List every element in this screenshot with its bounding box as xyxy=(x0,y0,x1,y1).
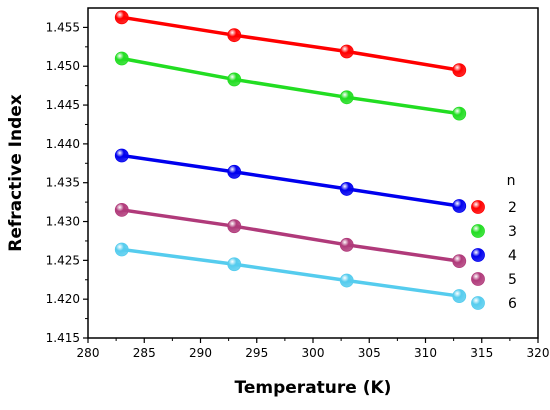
data-point xyxy=(339,90,354,105)
series-2 xyxy=(114,10,467,78)
x-tick-label: 295 xyxy=(245,346,268,360)
y-tick-label: 1.455 xyxy=(46,20,80,34)
legend-item-3: 3 xyxy=(471,224,517,240)
y-axis-title: Refractive Index xyxy=(6,94,26,252)
plot-frame xyxy=(87,7,539,339)
data-point xyxy=(452,63,467,78)
legend-marker xyxy=(471,272,485,286)
data-point xyxy=(227,28,242,43)
legend-item-2: 2 xyxy=(471,200,517,216)
y-tick-label: 1.445 xyxy=(46,98,80,112)
data-point xyxy=(114,51,129,66)
data-point xyxy=(227,219,242,234)
data-point xyxy=(339,182,354,196)
y-tick-label: 1.450 xyxy=(46,59,80,73)
data-point xyxy=(114,202,129,217)
data-point xyxy=(227,72,242,87)
data-point xyxy=(114,148,129,163)
y-tick-label: 1.420 xyxy=(46,292,80,306)
legend-marker xyxy=(471,200,485,214)
series-line xyxy=(120,56,461,116)
x-tick-label: 280 xyxy=(77,346,100,360)
legend: n 2 3 4 5 6 xyxy=(471,173,517,312)
data-point xyxy=(452,254,467,269)
series-6 xyxy=(114,242,467,303)
x-tick-label: 320 xyxy=(527,346,550,360)
series-line xyxy=(120,153,461,208)
x-tick-label: 290 xyxy=(189,346,212,360)
legend-item-5: 5 xyxy=(471,272,517,288)
series-5 xyxy=(114,202,467,269)
legend-item-4: 4 xyxy=(471,248,517,264)
legend-marker xyxy=(471,224,485,238)
legend-label: 5 xyxy=(508,272,517,288)
series-4 xyxy=(114,148,467,213)
data-point xyxy=(452,106,467,121)
data-point xyxy=(339,44,354,59)
y-tick-label: 1.415 xyxy=(46,331,80,345)
x-axis-title: Temperature (K) xyxy=(235,378,392,398)
data-point xyxy=(339,237,354,252)
legend-marker xyxy=(471,248,485,262)
y-tick-label: 1.440 xyxy=(46,137,80,151)
series-line xyxy=(120,208,461,263)
series-3 xyxy=(114,51,467,121)
y-tick-label: 1.425 xyxy=(46,253,80,267)
legend-marker xyxy=(471,296,485,310)
legend-title: n xyxy=(507,173,516,189)
legend-label: 3 xyxy=(508,224,517,240)
series-line xyxy=(120,15,461,72)
y-tick-label: 1.435 xyxy=(46,176,80,190)
data-point xyxy=(114,242,129,257)
data-point xyxy=(339,273,354,288)
data-point xyxy=(227,164,242,179)
data-point xyxy=(114,10,129,25)
legend-label: 4 xyxy=(508,248,517,264)
x-tick-label: 305 xyxy=(358,346,381,360)
data-point xyxy=(227,257,242,272)
data-point xyxy=(452,199,467,213)
data-point xyxy=(452,289,467,303)
legend-item-6: 6 xyxy=(471,296,517,312)
legend-label: 2 xyxy=(508,200,517,216)
series-layer xyxy=(114,10,467,303)
y-tick-label: 1.430 xyxy=(46,215,80,229)
x-tick-label: 300 xyxy=(302,346,325,360)
y-axis-ticks: 1.415 1.420 1.425 1.430 1.435 1.440 1.445 1.450… xyxy=(46,20,88,345)
legend-label: 6 xyxy=(508,296,517,312)
series-line xyxy=(120,247,461,298)
x-axis-ticks: 280 285 290 295 300 305 310 315 320 xyxy=(77,338,550,360)
x-tick-label: 310 xyxy=(414,346,437,360)
x-tick-label: 285 xyxy=(133,346,156,360)
x-tick-label: 315 xyxy=(470,346,493,360)
